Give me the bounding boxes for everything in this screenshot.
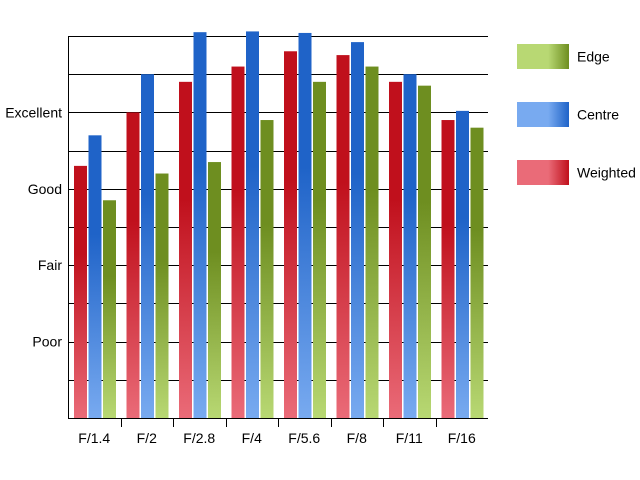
bar-weighted-f-2 [126, 112, 140, 419]
y-tick-label: Fair [38, 257, 62, 273]
legend: Edge Centre Weighted [517, 44, 636, 185]
x-tick-label: F/1.4 [78, 430, 110, 446]
bar-weighted-f-4 [231, 66, 245, 418]
legend-swatch-edge [517, 44, 569, 69]
y-tick-label: Poor [32, 334, 62, 350]
bar-weighted-f-11 [389, 81, 402, 418]
x-tick-label: F/2.8 [183, 430, 215, 446]
bar-edge-f-2-8 [208, 162, 221, 418]
bar-edge-f-4 [260, 120, 274, 418]
bars [74, 31, 484, 419]
x-tick-label: F/11 [396, 430, 423, 446]
bar-centre-f-2 [141, 74, 154, 418]
legend-label-centre: Centre [577, 107, 619, 123]
bar-edge-f-16 [470, 127, 484, 419]
bar-weighted-f-5-6 [284, 51, 297, 418]
bar-centre-f-4 [246, 31, 259, 418]
bar-centre-f-11 [403, 74, 417, 418]
bar-edge-f-2 [155, 173, 169, 418]
bar-edge-f-11 [418, 85, 431, 418]
bar-centre-f-2-8 [193, 32, 207, 419]
bar-edge-f-1-4 [103, 200, 116, 418]
y-tick-label: Good [28, 181, 62, 197]
axes [68, 36, 488, 427]
bar-centre-f-1-4 [88, 135, 102, 418]
bar-weighted-f-2-8 [179, 81, 192, 418]
x-tick-label: F/5.6 [288, 430, 320, 446]
x-tick-label: F/2 [137, 430, 157, 446]
y-tick-label: Excellent [5, 104, 62, 120]
legend-label-weighted: Weighted [577, 165, 636, 181]
x-tick-label: F/4 [242, 430, 262, 446]
bar-weighted-f-16 [441, 120, 455, 418]
legend-swatch-centre [517, 102, 569, 127]
x-tick-label: F/16 [448, 430, 476, 446]
bar-weighted-f-8 [336, 55, 350, 418]
bar-weighted-f-1-4 [74, 165, 87, 418]
legend-label-edge: Edge [577, 49, 610, 65]
x-axis-labels: F/1.4 F/2 F/2.8 F/4 F/5.6 F/8 F/11 F/16 [78, 430, 476, 446]
bar-edge-f-5-6 [313, 81, 326, 418]
bar-edge-f-8 [365, 66, 379, 418]
bar-centre-f-8 [351, 42, 364, 418]
bar-centre-f-5-6 [298, 32, 312, 418]
x-tick-label: F/8 [347, 430, 367, 446]
legend-swatch-weighted [517, 160, 569, 185]
bar-centre-f-16 [456, 110, 469, 418]
y-axis-labels: Poor Fair Good Excellent [5, 104, 62, 349]
